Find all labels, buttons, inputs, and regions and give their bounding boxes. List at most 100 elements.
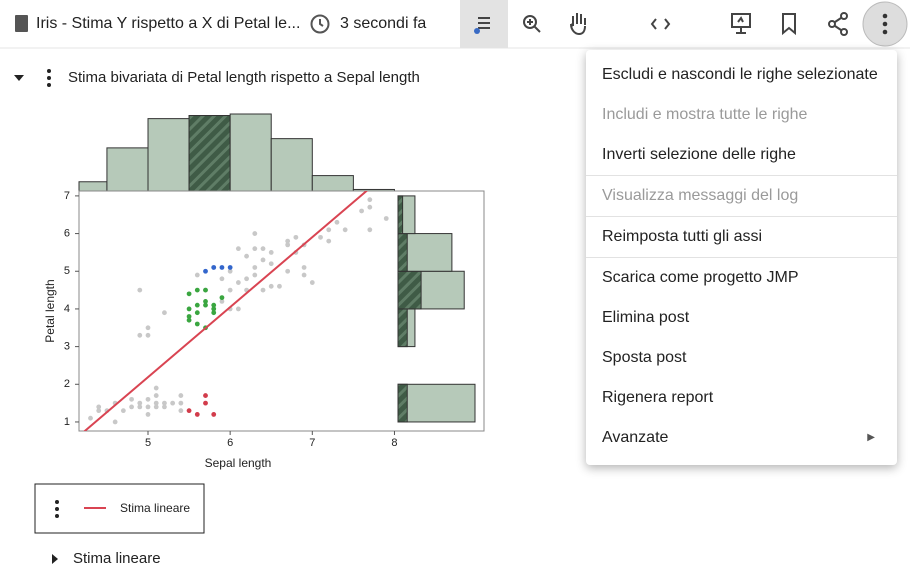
point bbox=[244, 276, 249, 282]
point bbox=[145, 396, 151, 402]
menu-item[interactable]: Escludi e nascondi le righe selezionate bbox=[586, 55, 897, 95]
menu-item[interactable]: Inverti selezione delle righe bbox=[586, 135, 897, 175]
top-hist-bar bbox=[106, 147, 149, 192]
point bbox=[252, 246, 258, 252]
point bbox=[153, 385, 159, 391]
point bbox=[252, 265, 258, 270]
point bbox=[211, 310, 217, 316]
point bbox=[227, 287, 233, 293]
menu-item: Visualizza messaggi del log bbox=[586, 175, 897, 216]
point bbox=[194, 272, 200, 278]
point bbox=[186, 317, 192, 323]
menu-item-label: Sposta post bbox=[602, 349, 687, 366]
point bbox=[326, 238, 332, 244]
point bbox=[203, 400, 208, 406]
right-hist-selected bbox=[397, 383, 408, 423]
menu-item[interactable]: Rigenera report bbox=[586, 378, 897, 418]
point bbox=[203, 393, 208, 398]
select-tool[interactable] bbox=[478, 17, 490, 29]
collapse-toggle[interactable] bbox=[14, 75, 24, 81]
point bbox=[227, 265, 233, 270]
x-tick-label: 6 bbox=[227, 437, 233, 449]
zoom-glyph bbox=[527, 19, 541, 33]
point bbox=[252, 272, 258, 278]
menu-item-label: Inverti selezione delle righe bbox=[602, 146, 796, 163]
menu-item[interactable]: Avanzate ▶ bbox=[586, 418, 897, 458]
point bbox=[145, 412, 151, 417]
point bbox=[252, 231, 258, 236]
y-axis-label: Petal length bbox=[43, 279, 57, 342]
right-hist-selected bbox=[397, 195, 404, 235]
point bbox=[268, 250, 274, 255]
y-tick-label: 2 bbox=[64, 378, 70, 390]
header-title[interactable]: Iris - Stima Y rispetto a X di Petal le.… bbox=[36, 15, 300, 32]
report-menu[interactable] bbox=[47, 69, 51, 87]
y-tick-label: 6 bbox=[64, 227, 70, 239]
point bbox=[211, 306, 217, 312]
point bbox=[137, 404, 143, 410]
point bbox=[367, 204, 373, 210]
point bbox=[301, 272, 307, 278]
point bbox=[211, 302, 217, 308]
point bbox=[260, 257, 266, 263]
point bbox=[318, 234, 323, 240]
menu-item-label: Rigenera report bbox=[602, 389, 714, 406]
point bbox=[326, 227, 332, 233]
point bbox=[359, 208, 364, 214]
point bbox=[153, 404, 159, 410]
right-hist-selected bbox=[397, 308, 408, 348]
point bbox=[153, 393, 159, 398]
share-tool[interactable] bbox=[834, 17, 842, 31]
point bbox=[96, 404, 102, 410]
point bbox=[137, 287, 143, 293]
menu-item[interactable]: Scarica come progetto JMP bbox=[586, 257, 897, 298]
outline-toggle[interactable] bbox=[52, 554, 58, 564]
legend-menu[interactable] bbox=[55, 500, 59, 518]
top-hist-bar bbox=[311, 175, 354, 192]
code-tool[interactable] bbox=[650, 18, 671, 30]
menu-item[interactable]: Sposta post bbox=[586, 338, 897, 378]
point bbox=[342, 227, 348, 233]
clock-hand bbox=[319, 19, 324, 27]
bookmark-tool[interactable] bbox=[782, 13, 796, 36]
legend-label: Stima lineare bbox=[120, 501, 190, 515]
fit-line bbox=[83, 191, 369, 431]
hand-tool[interactable] bbox=[570, 13, 586, 36]
zoom-tool[interactable] bbox=[523, 15, 537, 29]
point bbox=[129, 404, 134, 410]
x-tick-label: 5 bbox=[145, 437, 151, 449]
point bbox=[203, 298, 208, 304]
point bbox=[170, 400, 176, 406]
point bbox=[162, 404, 167, 410]
right-hist-selected bbox=[397, 233, 408, 272]
point bbox=[194, 287, 200, 293]
point bbox=[145, 404, 151, 410]
menu-item[interactable]: Elimina post bbox=[586, 298, 897, 338]
point bbox=[96, 408, 102, 414]
point bbox=[178, 408, 184, 414]
point bbox=[211, 265, 217, 270]
right-hist-selected bbox=[397, 270, 422, 310]
outline-label[interactable]: Stima lineare bbox=[73, 550, 161, 567]
point bbox=[219, 276, 225, 282]
legend-box bbox=[34, 483, 205, 534]
submenu-arrow: ▶ bbox=[867, 432, 875, 443]
point bbox=[235, 280, 241, 285]
select-dot bbox=[474, 28, 480, 34]
point bbox=[219, 298, 225, 304]
x-axis-label: Sepal length bbox=[205, 456, 272, 470]
menu-item: Includi e mostra tutte le righe bbox=[586, 95, 897, 135]
point bbox=[186, 408, 192, 414]
point bbox=[203, 268, 208, 274]
point bbox=[137, 400, 143, 406]
present-tool[interactable] bbox=[731, 13, 751, 28]
header-timestamp: 3 secondi fa bbox=[340, 15, 426, 32]
menu-item[interactable]: Reimposta tutti gli assi bbox=[586, 216, 897, 257]
point bbox=[285, 268, 291, 274]
x-tick-label: 7 bbox=[309, 437, 315, 449]
point bbox=[285, 238, 291, 244]
top-hist-selected bbox=[188, 115, 231, 192]
y-tick-label: 4 bbox=[64, 303, 70, 315]
